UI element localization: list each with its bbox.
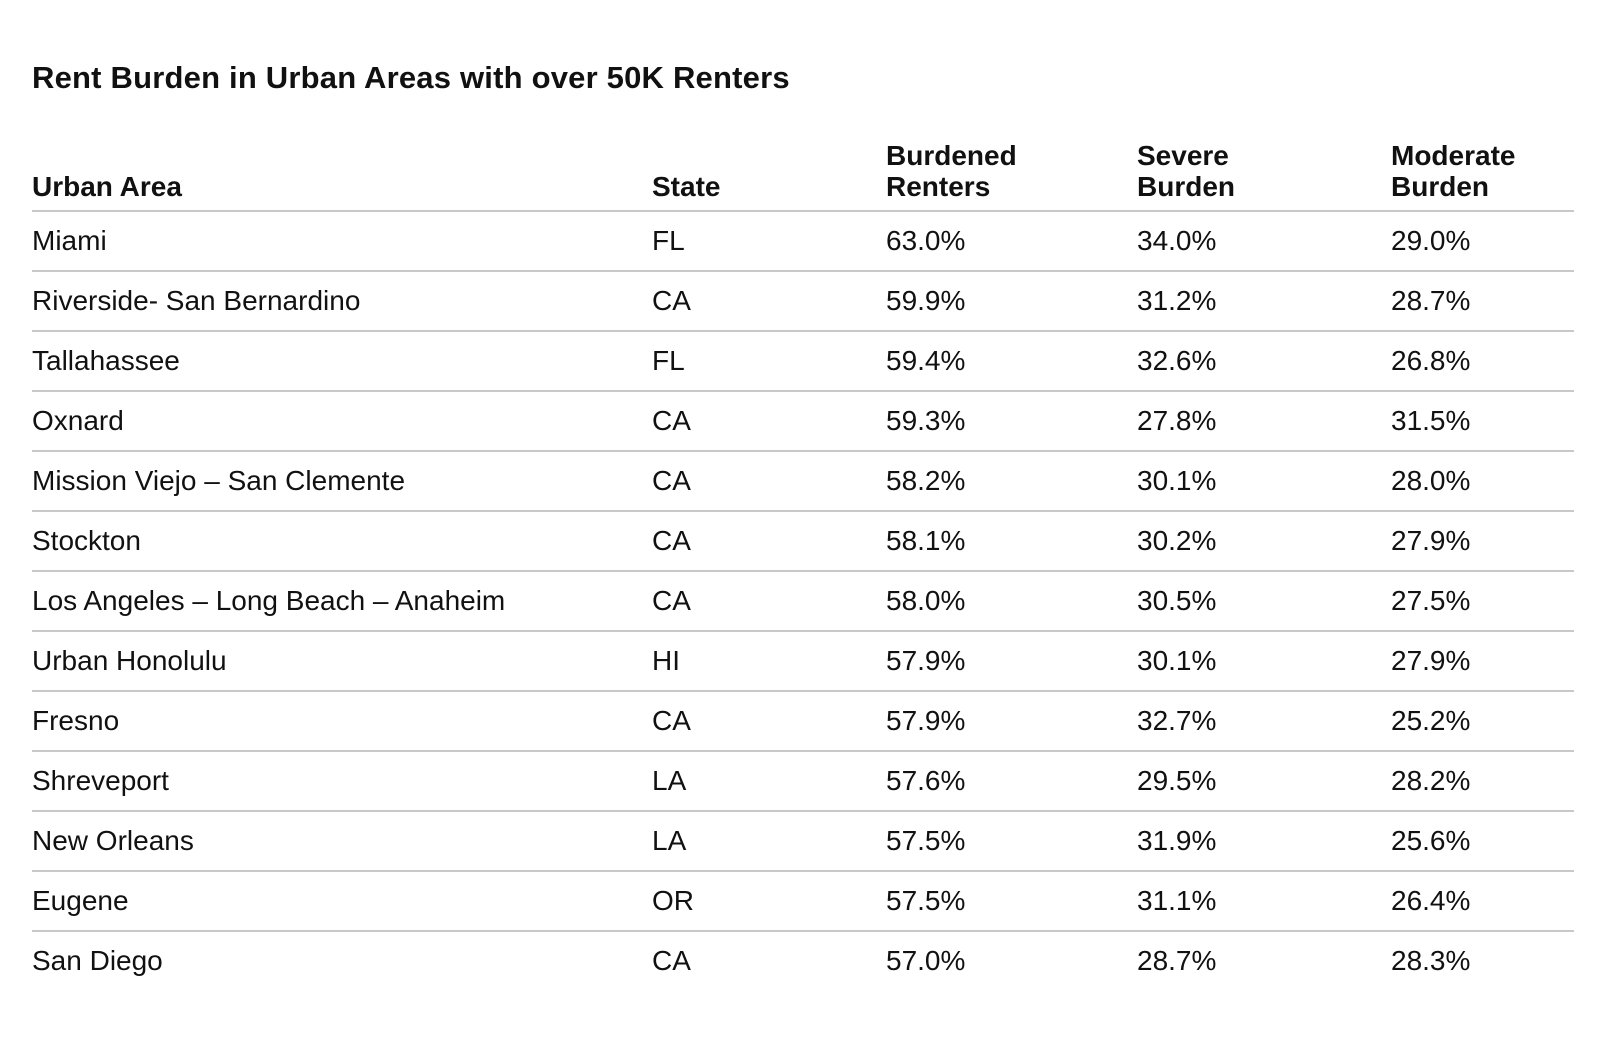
cell-urban-area: Fresno — [32, 691, 652, 752]
cell-urban-area: Oxnard — [32, 391, 652, 452]
header-state: State — [652, 140, 886, 212]
cell-severe-burden: 30.2% — [1137, 511, 1391, 572]
cell-burdened-renters: 59.9% — [886, 271, 1137, 332]
header-state-label: State — [652, 171, 721, 202]
header-severe-line1: Severe — [1137, 140, 1229, 171]
header-burdened-line2: Renters — [886, 171, 991, 202]
table-row: Urban Honolulu HI 57.9% 30.1% 27.9% — [32, 631, 1574, 692]
cell-burdened-renters: 57.5% — [886, 811, 1137, 872]
table-row: Stockton CA 58.1% 30.2% 27.9% — [32, 511, 1574, 572]
table-row: Los Angeles – Long Beach – Anaheim CA 58… — [32, 571, 1574, 632]
cell-moderate-burden: 27.9% — [1391, 631, 1574, 692]
cell-moderate-burden: 27.5% — [1391, 571, 1574, 632]
cell-state: OR — [652, 871, 886, 932]
cell-moderate-burden: 28.7% — [1391, 271, 1574, 332]
cell-state: LA — [652, 751, 886, 812]
cell-urban-area: Miami — [32, 211, 652, 272]
cell-severe-burden: 30.5% — [1137, 571, 1391, 632]
cell-severe-burden: 31.9% — [1137, 811, 1391, 872]
cell-burdened-renters: 58.1% — [886, 511, 1137, 572]
cell-urban-area: Shreveport — [32, 751, 652, 812]
table-row: Shreveport LA 57.6% 29.5% 28.2% — [32, 751, 1574, 812]
cell-severe-burden: 34.0% — [1137, 211, 1391, 272]
cell-severe-burden: 31.2% — [1137, 271, 1391, 332]
cell-severe-burden: 29.5% — [1137, 751, 1391, 812]
cell-burdened-renters: 57.0% — [886, 945, 966, 976]
cell-urban-area: Eugene — [32, 871, 652, 932]
cell-burdened-renters: 59.4% — [886, 331, 1137, 392]
cell-severe-burden: 30.1% — [1137, 631, 1391, 692]
cell-urban-area: Mission Viejo – San Clemente — [32, 451, 652, 512]
cell-moderate-burden: 31.5% — [1391, 391, 1574, 452]
cell-moderate-burden: 29.0% — [1391, 211, 1574, 272]
cell-state: LA — [652, 811, 886, 872]
cell-burdened-renters: 58.0% — [886, 571, 1137, 632]
cell-state: CA — [652, 691, 886, 752]
table-row: Riverside- San Bernardino CA 59.9% 31.2%… — [32, 271, 1574, 332]
cell-burdened-renters: 57.5% — [886, 871, 1137, 932]
cell-moderate-burden: 28.3% — [1391, 945, 1471, 976]
header-row: Urban Area State Burdened Renters Severe… — [32, 140, 1574, 212]
cell-urban-area: Stockton — [32, 511, 652, 572]
header-severe-line2: Burden — [1137, 171, 1235, 202]
cell-moderate-burden: 28.2% — [1391, 751, 1574, 812]
cell-urban-area: Los Angeles – Long Beach – Anaheim — [32, 571, 652, 632]
header-burdened-renters: Burdened Renters — [886, 140, 1137, 212]
header-severe-burden: Severe Burden — [1137, 140, 1391, 212]
header-burdened-line1: Burdened — [886, 140, 1017, 171]
table-row: Mission Viejo – San Clemente CA 58.2% 30… — [32, 451, 1574, 512]
cell-moderate-burden: 25.2% — [1391, 691, 1574, 752]
cell-burdened-renters: 63.0% — [886, 211, 1137, 272]
cell-urban-area: Riverside- San Bernardino — [32, 271, 652, 332]
cell-state: CA — [652, 571, 886, 632]
cell-moderate-burden: 26.4% — [1391, 871, 1574, 932]
cell-burdened-renters: 57.9% — [886, 631, 1137, 692]
cell-severe-burden: 28.7% — [1137, 945, 1217, 976]
table-title: Rent Burden in Urban Areas with over 50K… — [32, 60, 790, 95]
cell-severe-burden: 32.6% — [1137, 331, 1391, 392]
table-row: Miami FL 63.0% 34.0% 29.0% — [32, 211, 1574, 272]
cell-state: FL — [652, 211, 886, 272]
cell-state: CA — [652, 945, 691, 976]
cell-urban-area: New Orleans — [32, 811, 652, 872]
cell-state: CA — [652, 511, 886, 572]
header-moderate-burden: Moderate Burden — [1391, 140, 1574, 212]
table-row: Oxnard CA 59.3% 27.8% 31.5% — [32, 391, 1574, 452]
cell-urban-area: Tallahassee — [32, 331, 652, 392]
table-container: Urban Area State Burdened Renters Severe… — [32, 140, 1574, 990]
table-row: New Orleans LA 57.5% 31.9% 25.6% — [32, 811, 1574, 872]
header-urban-area-label: Urban Area — [32, 171, 182, 202]
header-moderate-line2: Burden — [1391, 171, 1489, 202]
table-row: Fresno CA 57.9% 32.7% 25.2% — [32, 691, 1574, 752]
cell-state: HI — [652, 631, 886, 692]
cell-burdened-renters: 57.6% — [886, 751, 1137, 812]
cell-state: CA — [652, 271, 886, 332]
header-moderate-line1: Moderate — [1391, 140, 1516, 171]
header-urban-area: Urban Area — [32, 140, 652, 212]
cell-urban-area: Urban Honolulu — [32, 631, 652, 692]
cell-burdened-renters: 57.9% — [886, 691, 1137, 752]
cell-state: CA — [652, 451, 886, 512]
cell-state: CA — [652, 391, 886, 452]
cell-urban-area: San Diego — [32, 945, 163, 976]
cell-severe-burden: 27.8% — [1137, 391, 1391, 452]
table-row: Tallahassee FL 59.4% 32.6% 26.8% — [32, 331, 1574, 392]
cell-severe-burden: 32.7% — [1137, 691, 1391, 752]
cell-moderate-burden: 28.0% — [1391, 451, 1574, 512]
cell-state: FL — [652, 331, 886, 392]
cell-burdened-renters: 58.2% — [886, 451, 1137, 512]
rent-burden-table: Urban Area State Burdened Renters Severe… — [32, 140, 1574, 990]
table-row: San Diego CA 57.0% 28.7% 28.3% — [32, 931, 1574, 990]
cell-severe-burden: 31.1% — [1137, 871, 1391, 932]
cell-moderate-burden: 25.6% — [1391, 811, 1574, 872]
cell-moderate-burden: 27.9% — [1391, 511, 1574, 572]
cell-severe-burden: 30.1% — [1137, 451, 1391, 512]
table-row: Eugene OR 57.5% 31.1% 26.4% — [32, 871, 1574, 932]
cell-burdened-renters: 59.3% — [886, 391, 1137, 452]
cell-moderate-burden: 26.8% — [1391, 331, 1574, 392]
